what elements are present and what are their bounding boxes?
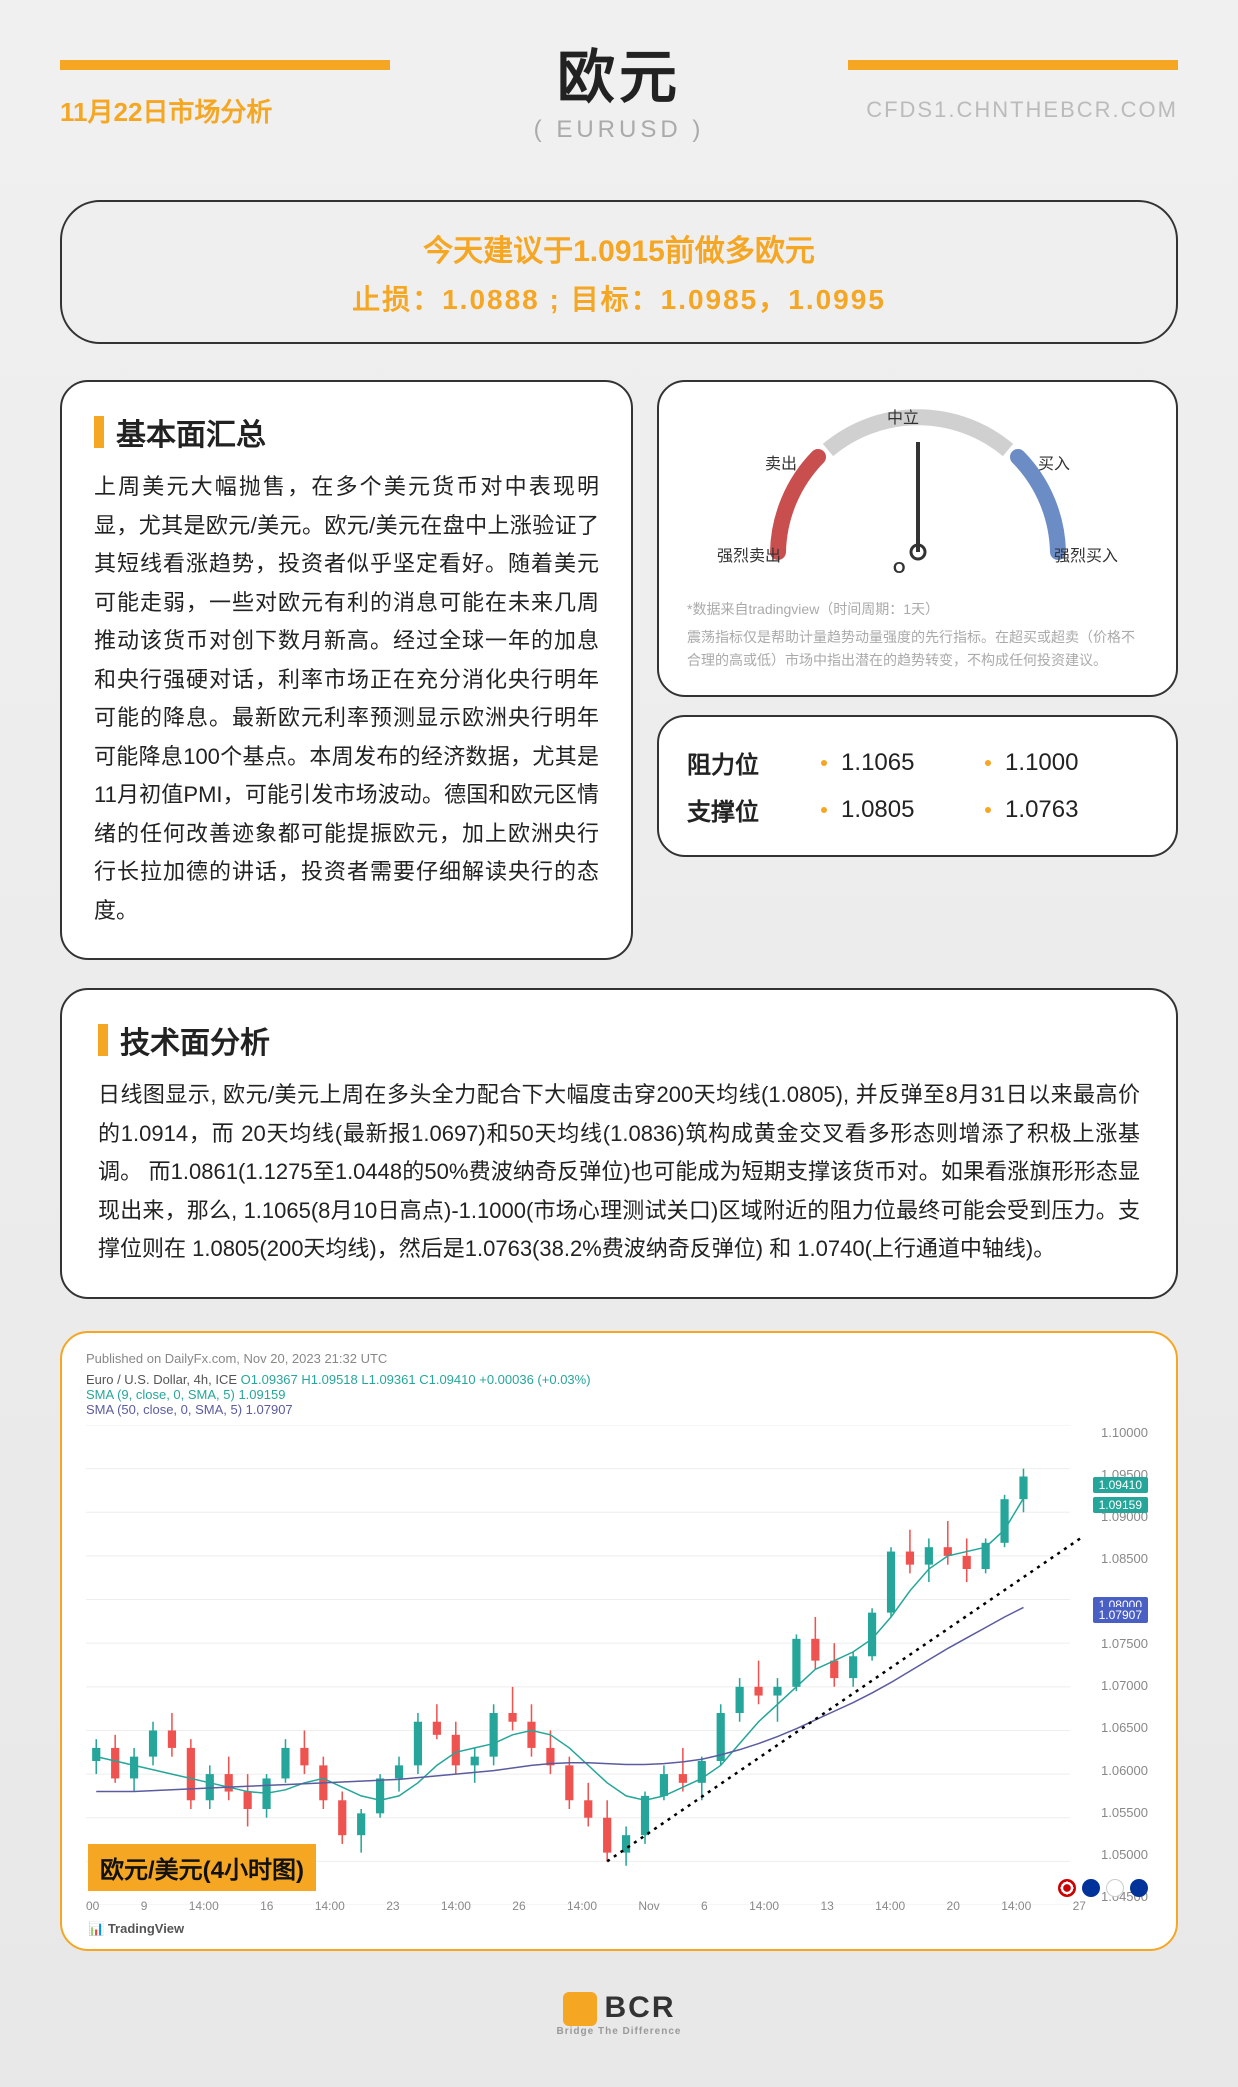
- page-title-group: 欧元 ( EURUSD ): [534, 30, 705, 144]
- gauge-note-desc: 震荡指标仅是帮助计量趋势动量强度的先行指标。在超买或超卖（价格不合理的高或低）市…: [687, 626, 1148, 671]
- footer: BCR Bridge The Difference: [60, 1991, 1178, 2037]
- fundamental-title: 基本面汇总: [94, 410, 599, 454]
- flag-icon: [1130, 1879, 1148, 1897]
- chart-card: Published on DailyFx.com, Nov 20, 2023 2…: [60, 1331, 1178, 1951]
- chart-ohlc: Euro / U.S. Dollar, 4h, ICE O1.09367 H1.…: [86, 1372, 1152, 1387]
- bullet-icon: [985, 760, 991, 766]
- fundamental-body: 上周美元大幅抛售，在多个美元货币对中表现明显，尤其是欧元/美元。欧元/美元在盘中…: [94, 468, 599, 930]
- chart-published: Published on DailyFx.com, Nov 20, 2023 2…: [86, 1351, 1152, 1366]
- chart-sma50-label: SMA (50, close, 0, SMA, 5) 1.07907: [86, 1402, 1152, 1417]
- gauge-label-sell: 卖出: [765, 450, 797, 474]
- gauge-label-strong-sell: 强烈卖出: [717, 542, 781, 566]
- chart-x-axis: 00914:001614:002314:002614:00Nov614:0013…: [86, 1899, 1086, 1913]
- gauge-label-neutral: 中立: [887, 404, 919, 428]
- chart-area: 1.100001.095001.090001.085001.080001.075…: [86, 1425, 1152, 1905]
- chart-source-label: 📊 TradingView: [88, 1921, 184, 1937]
- candlestick-chart: [86, 1425, 1152, 1905]
- gauge-label-buy: 买入: [1038, 450, 1070, 474]
- resistance-2: 1.1000: [1005, 749, 1125, 777]
- levels-card: 阻力位 1.1065 1.1000 支撑位 1.0805 1.0763: [657, 715, 1178, 857]
- bullet-icon: [821, 807, 827, 813]
- resistance-1: 1.1065: [841, 749, 961, 777]
- accent-bar-right: [848, 60, 1178, 70]
- sentiment-gauge: 强烈卖出 卖出 中立 买入 强烈买入 O: [687, 402, 1148, 592]
- accent-bar-left: [60, 60, 390, 70]
- page-title: 欧元: [534, 30, 705, 114]
- support-row: 支撑位 1.0805 1.0763: [687, 786, 1148, 833]
- gauge-label-strong-buy: 强烈买入: [1054, 542, 1118, 566]
- brand-name: BCR: [605, 1991, 676, 2024]
- recommendation-entry: 今天建议于1.0915前做多欧元: [86, 226, 1152, 270]
- gauge-note-source: *数据来自tradingview（时间周期：1天）: [687, 598, 1148, 620]
- flag-icon: [1106, 1879, 1124, 1897]
- bullet-icon: [821, 760, 827, 766]
- date-label: 11月22日市场分析: [60, 92, 272, 129]
- resistance-label: 阻力位: [687, 745, 797, 780]
- brand-tagline: Bridge The Difference: [60, 2026, 1178, 2037]
- source-url: CFDS1.CHNTHEBCR.COM: [866, 97, 1178, 123]
- support-2: 1.0763: [1005, 796, 1125, 824]
- technical-title: 技术面分析: [98, 1018, 1140, 1062]
- support-label: 支撑位: [687, 792, 797, 827]
- resistance-row: 阻力位 1.1065 1.1000: [687, 739, 1148, 786]
- header: 11月22日市场分析 欧元 ( EURUSD ) CFDS1.CHNTHEBCR…: [60, 30, 1178, 150]
- logo-icon: [563, 1992, 597, 2026]
- flag-icon: [1082, 1879, 1100, 1897]
- support-1: 1.0805: [841, 796, 961, 824]
- page-subtitle: ( EURUSD ): [534, 116, 705, 144]
- bullet-icon: [985, 807, 991, 813]
- recommendation-box: 今天建议于1.0915前做多欧元 止损：1.0888 ; 目标：1.0985，1…: [60, 200, 1178, 344]
- chart-ohlc-values: O1.09367 H1.09518 L1.09361 C1.09410 +0.0…: [241, 1372, 591, 1387]
- chart-caption: 欧元/美元(4小时图): [88, 1844, 316, 1891]
- flag-icons: [1058, 1879, 1148, 1897]
- chart-sma9-label: SMA (9, close, 0, SMA, 5) 1.09159: [86, 1387, 1152, 1402]
- gauge-center-label: O: [893, 560, 905, 578]
- chart-pair: Euro / U.S. Dollar, 4h, ICE: [86, 1372, 237, 1387]
- technical-card: 技术面分析 日线图显示, 欧元/美元上周在多头全力配合下大幅度击穿200天均线(…: [60, 988, 1178, 1299]
- recommendation-levels: 止损：1.0888 ; 目标：1.0985，1.0995: [86, 278, 1152, 318]
- gauge-card: 强烈卖出 卖出 中立 买入 强烈买入 O *数据来自tradingview（时间…: [657, 380, 1178, 697]
- technical-body: 日线图显示, 欧元/美元上周在多头全力配合下大幅度击穿200天均线(1.0805…: [98, 1076, 1140, 1269]
- fundamental-card: 基本面汇总 上周美元大幅抛售，在多个美元货币对中表现明显，尤其是欧元/美元。欧元…: [60, 380, 633, 960]
- flag-icon: [1058, 1879, 1076, 1897]
